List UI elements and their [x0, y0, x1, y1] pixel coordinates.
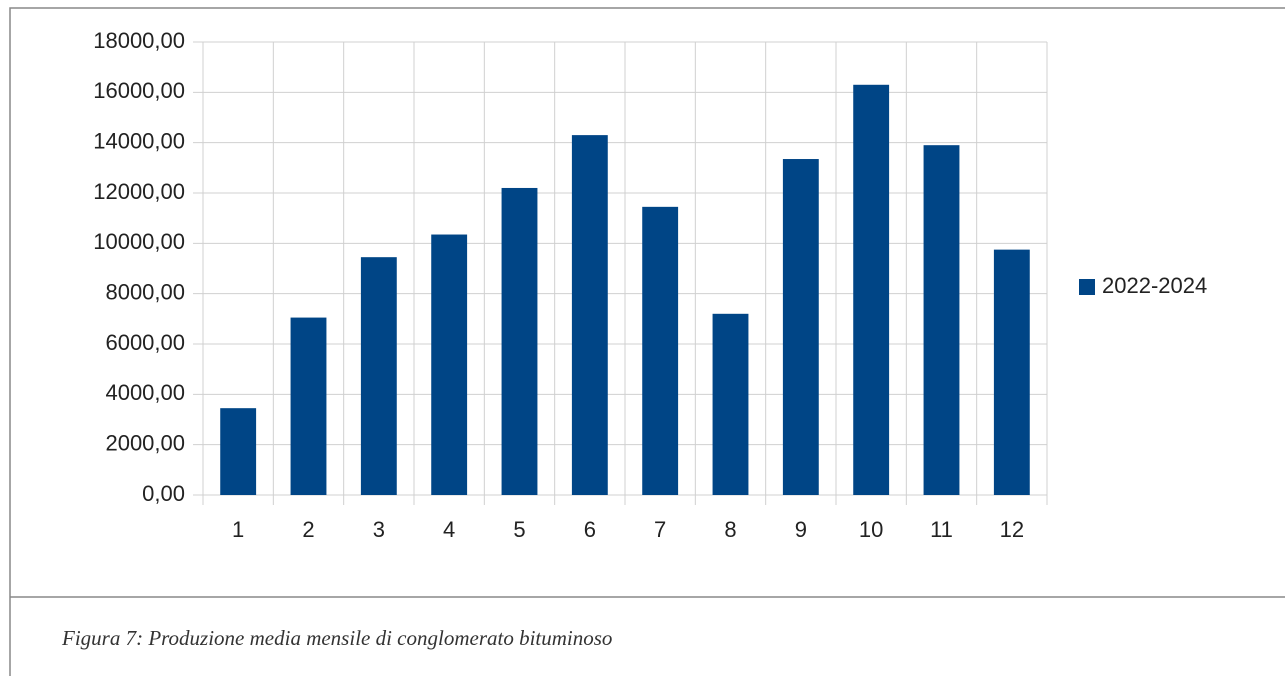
y-tick-label: 0,00 [142, 481, 185, 506]
legend-swatch [1079, 279, 1095, 295]
bar [642, 206, 679, 495]
y-tick-label: 2000,00 [105, 430, 185, 455]
x-tick-label: 4 [443, 517, 455, 542]
y-tick-label: 8000,00 [105, 279, 185, 304]
legend-label: 2022-2024 [1102, 273, 1207, 298]
bar [853, 84, 890, 496]
y-tick-label: 10000,00 [93, 229, 185, 254]
x-tick-label: 9 [795, 517, 807, 542]
y-tick-label: 6000,00 [105, 330, 185, 355]
x-tick-label: 10 [859, 517, 883, 542]
y-tick-label: 18000,00 [93, 28, 185, 53]
x-tick-label: 6 [584, 517, 596, 542]
y-tick-label: 14000,00 [93, 128, 185, 153]
bar [571, 135, 608, 495]
bar [431, 234, 468, 495]
caption: Figura 7: Produzione media mensile di co… [61, 626, 612, 650]
bar [782, 159, 819, 495]
x-tick-label: 11 [930, 517, 953, 542]
x-tick-label: 3 [373, 517, 385, 542]
bar [993, 249, 1030, 495]
bar [220, 408, 257, 495]
frame [9, 7, 1285, 681]
y-tick-label: 4000,00 [105, 380, 185, 405]
x-tick-label: 8 [724, 517, 736, 542]
bar [923, 145, 960, 495]
bar [290, 317, 327, 495]
y-tick-label: 12000,00 [93, 179, 185, 204]
bar [360, 257, 397, 495]
x-tick-label: 7 [654, 517, 666, 542]
x-tick-label: 5 [513, 517, 525, 542]
x-tick-label: 1 [232, 517, 244, 542]
bar [501, 187, 538, 495]
x-tick-label: 12 [1000, 517, 1024, 542]
bar [712, 313, 749, 495]
y-tick-label: 16000,00 [93, 78, 185, 103]
x-tick-label: 2 [302, 517, 314, 542]
